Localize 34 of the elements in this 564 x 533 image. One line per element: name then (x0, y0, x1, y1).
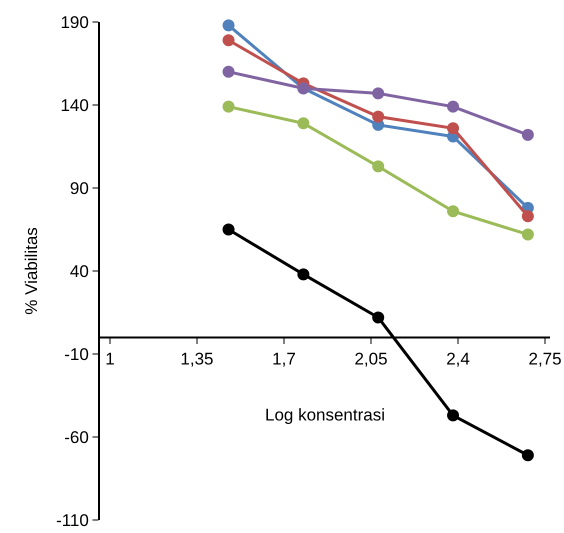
point (222, 100, 235, 113)
y-tick-label: 90 (70, 178, 89, 198)
y-axis-title: % Viabilitas (22, 227, 42, 315)
x-tick-label: 1 (105, 350, 115, 369)
x-tick-label: 2,05 (354, 350, 388, 369)
point (447, 100, 460, 113)
point (522, 210, 534, 222)
y-tick-label: 140 (60, 96, 89, 115)
point (447, 205, 460, 218)
y-tick-label: -60 (64, 428, 89, 447)
y-tick-label: -10 (64, 344, 89, 364)
y-tick-label: 190 (60, 12, 89, 32)
x-tick-label: 2,75 (528, 350, 562, 369)
point (372, 311, 384, 324)
point (297, 268, 310, 280)
y-tick-label: -110 (56, 510, 89, 530)
x-tick-label: 2,4 (446, 350, 470, 369)
point (447, 122, 460, 134)
point (222, 34, 235, 46)
point (447, 409, 460, 422)
point (372, 87, 384, 100)
point (372, 110, 384, 123)
point (522, 228, 534, 240)
x-axis-title: Log konsentrasi (264, 405, 386, 424)
point (522, 128, 534, 141)
point (222, 224, 235, 236)
x-tick-label: 1,35 (180, 350, 214, 369)
y-tick-label: 40 (70, 262, 89, 281)
point (297, 117, 310, 130)
point (522, 449, 534, 462)
point (372, 160, 384, 172)
point (222, 19, 235, 32)
point (222, 66, 235, 78)
x-tick-label: 1,7 (272, 350, 296, 369)
